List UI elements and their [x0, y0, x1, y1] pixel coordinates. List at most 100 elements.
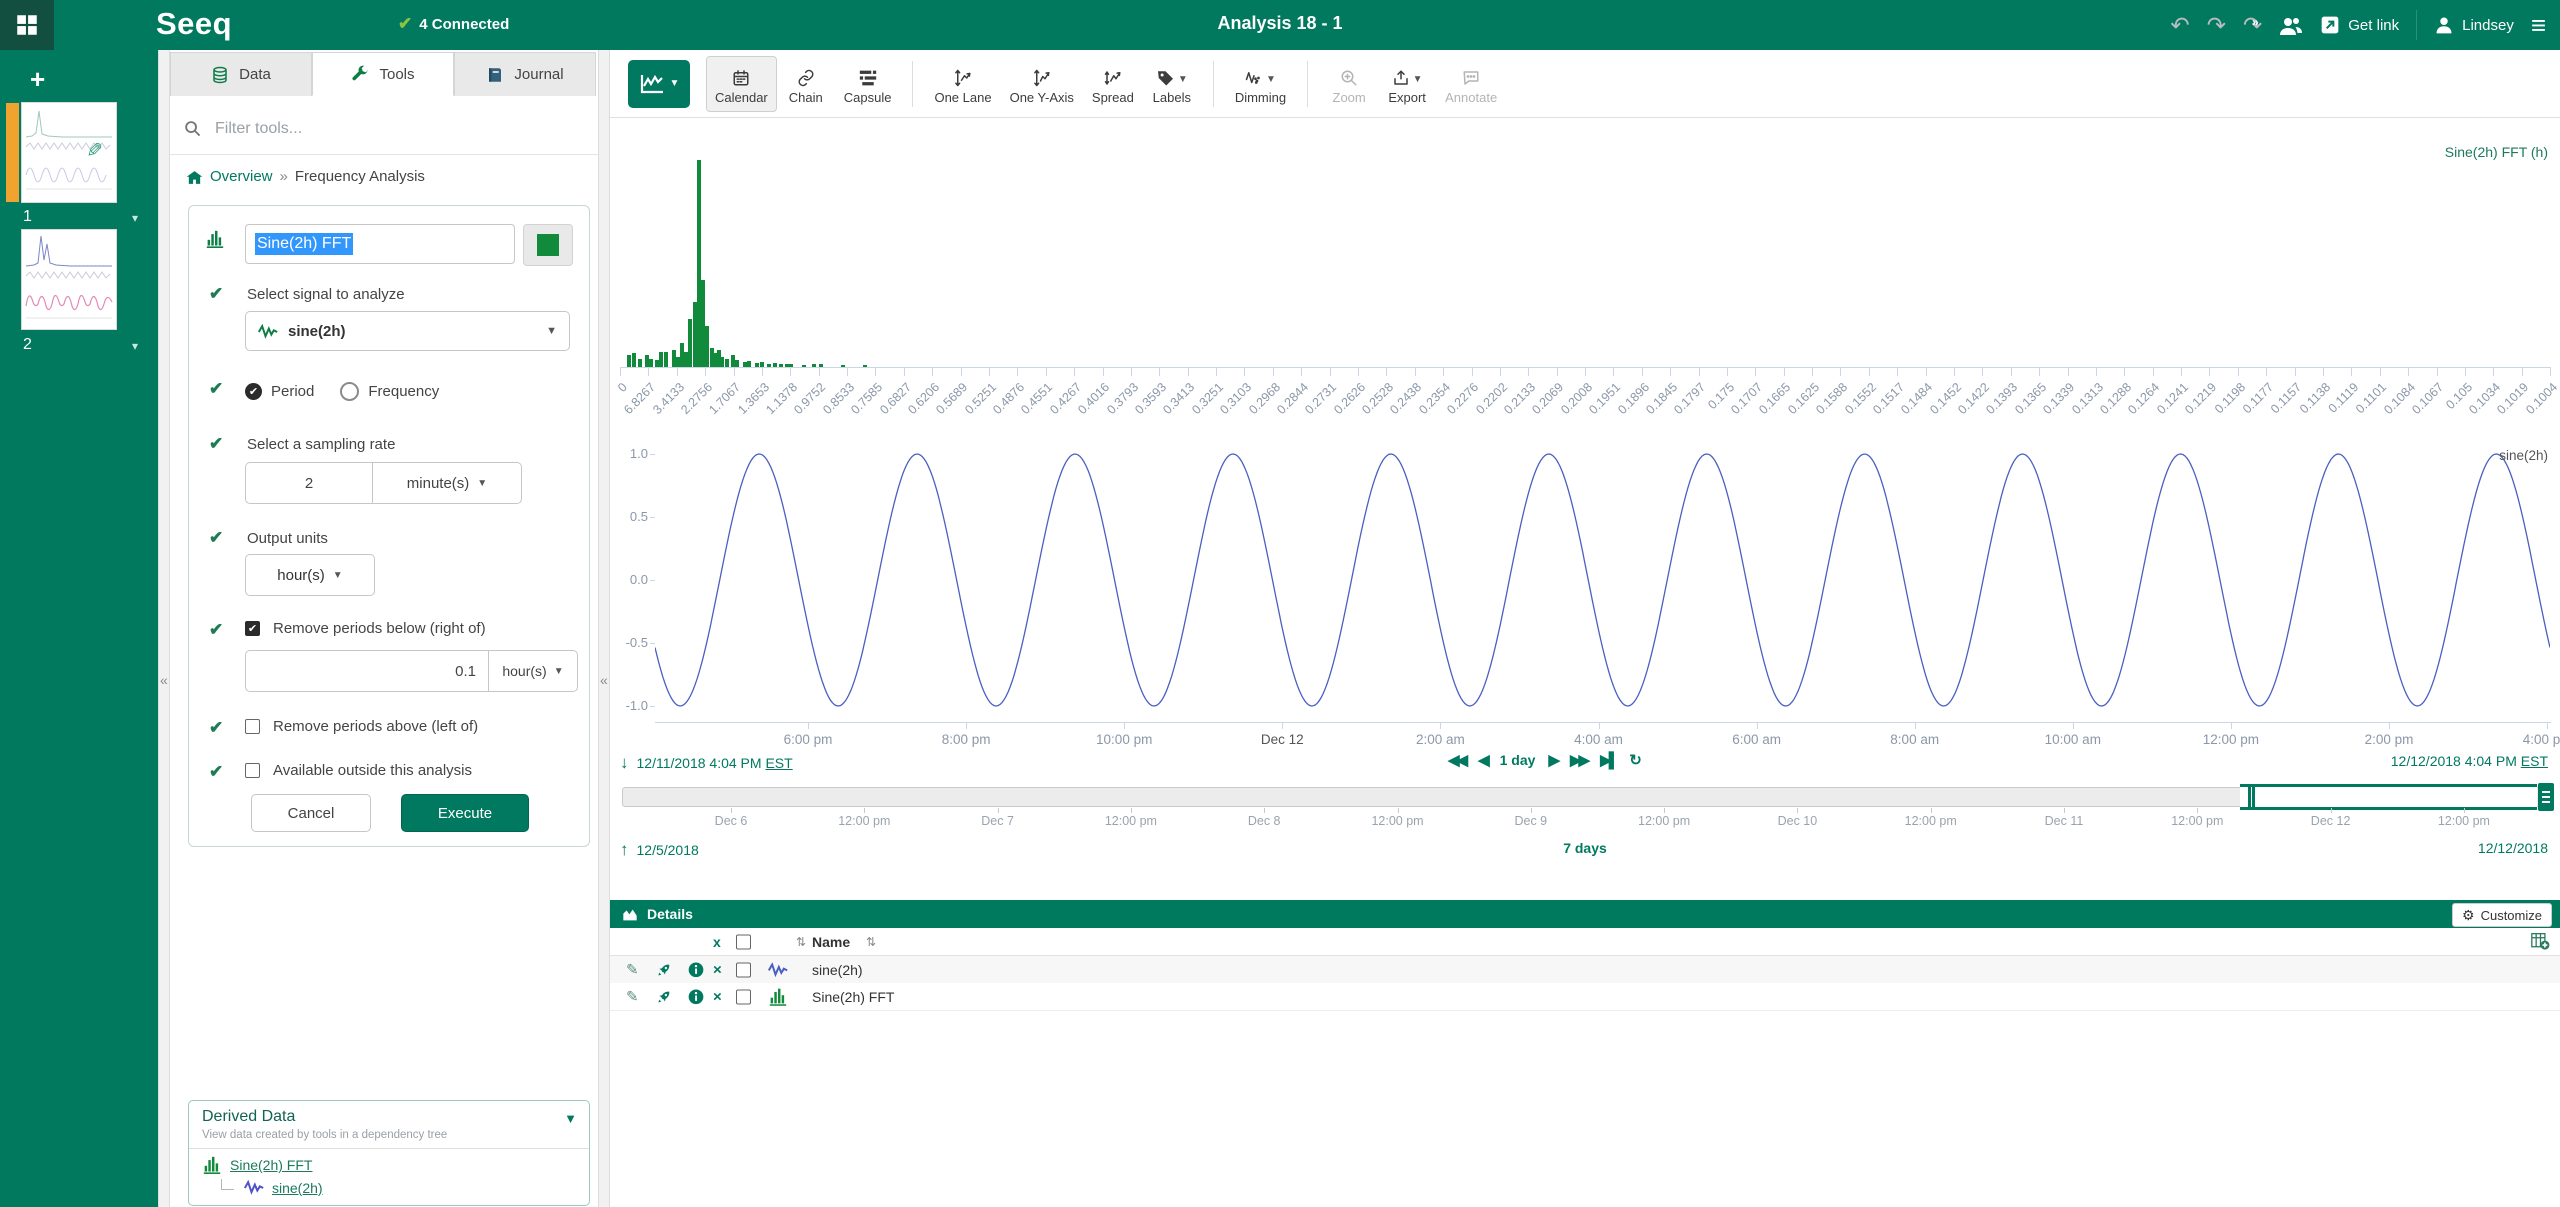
toolbar-export-button[interactable]: ▼ Export [1378, 56, 1436, 112]
remove-below-unit-dropdown[interactable]: hour(s) ▼ [488, 650, 578, 692]
toolbar-spread-button[interactable]: Spread [1083, 56, 1143, 112]
checkbox-unchecked-icon[interactable] [245, 763, 260, 778]
toolbar-labels-button[interactable]: ▼ Labels [1143, 56, 1201, 112]
checkbox-checked-icon[interactable]: ✔ [245, 621, 260, 636]
fft-bar-chart[interactable] [620, 160, 2550, 367]
range-end[interactable]: 12/12/2018 4:04 PM EST [2390, 753, 2548, 769]
checkbox-unchecked-icon[interactable] [245, 719, 260, 734]
step-forward-full-button[interactable]: ▶▶ [1569, 752, 1590, 769]
customize-button[interactable]: ⚙ Customize [2452, 903, 2552, 927]
range-start[interactable]: 12/11/2018 4:04 PM EST [636, 755, 793, 771]
step-back-half-button[interactable]: ◀ [1478, 752, 1489, 769]
derived-item-sine-link[interactable]: sine(2h) [272, 1179, 323, 1196]
edit-pencil-icon[interactable]: ✎ [626, 961, 639, 978]
color-picker-button[interactable] [523, 224, 573, 266]
investigate-end-date[interactable]: 12/12/2018 [2477, 840, 2548, 856]
derived-item-sine[interactable]: sine(2h) [215, 1179, 323, 1196]
toolbar-one-lane-button[interactable]: One Lane [925, 56, 1000, 112]
tab-data[interactable]: Data [170, 52, 312, 96]
frequency-radio[interactable]: Frequency [340, 382, 439, 401]
select-all-checkbox[interactable] [736, 934, 751, 949]
tab-journal[interactable]: Journal [454, 52, 596, 96]
toolbar-one-y-axis-button[interactable]: One Y-Axis [1001, 56, 1083, 112]
range-start-arrow-icon[interactable]: ↓ [620, 753, 629, 772]
available-outside-toggle[interactable]: Available outside this analysis [245, 762, 472, 779]
collapse-left-icon[interactable]: « [160, 672, 168, 688]
edit-pencil-icon[interactable]: ✎ [626, 988, 639, 1005]
sine-x-tick [1282, 723, 1284, 729]
remove-icon[interactable]: × [713, 961, 722, 978]
fft-tick [1897, 368, 1899, 376]
rocket-icon[interactable] [656, 961, 672, 977]
redo-icon[interactable]: ↷ [2206, 11, 2226, 38]
worksheet-thumbnail-2[interactable] [22, 230, 116, 329]
row-checkbox[interactable] [736, 962, 751, 977]
view-mode-button[interactable]: ▼ [628, 59, 690, 108]
worksheet-2-chevron-down-icon[interactable]: ▾ [132, 339, 139, 353]
collapse-tools-gutter[interactable]: « [598, 50, 610, 1207]
table-row[interactable]: ✎ × sine(2h) [610, 956, 2560, 984]
add-column-icon[interactable] [2530, 932, 2550, 950]
worksheet-thumbnail-1[interactable]: ✎ [22, 103, 116, 202]
toolbar-calendar-button[interactable]: Calendar [706, 55, 777, 112]
auto-update-icon[interactable]: ↻ [1629, 752, 1642, 769]
collapse-left-icon[interactable]: « [600, 672, 608, 688]
output-units-dropdown[interactable]: hour(s) ▼ [245, 554, 375, 596]
investigate-start-date[interactable]: 12/5/2018 [636, 842, 699, 858]
sine-series-label[interactable]: sine(2h) [2499, 448, 2548, 463]
tab-tools[interactable]: Tools [312, 52, 454, 96]
remove-above-toggle[interactable]: Remove periods above (left of) [245, 718, 478, 735]
remove-below-input[interactable]: 0.1 [245, 650, 488, 692]
info-icon[interactable] [688, 988, 704, 1004]
row-checkbox[interactable] [736, 989, 751, 1004]
investigate-range-selection[interactable] [2240, 784, 2537, 810]
fft-series-label[interactable]: Sine(2h) FFT (h) [2444, 144, 2548, 160]
sort-icon[interactable]: ⇅ [796, 934, 807, 949]
cancel-button[interactable]: Cancel [251, 794, 371, 832]
execute-button[interactable]: Execute [401, 794, 529, 832]
sort-icon[interactable]: ⇅ [866, 934, 877, 949]
rocket-icon[interactable] [656, 988, 672, 1004]
chevron-down-icon[interactable]: ▼ [564, 1111, 577, 1126]
toolbar-chain-button[interactable]: Chain [777, 56, 835, 112]
breadcrumb-overview-link[interactable]: Overview [210, 168, 273, 186]
fft-tick-label: 0.2438 [1387, 380, 1425, 417]
derived-item-fft[interactable]: Sine(2h) FFT [202, 1156, 313, 1175]
toolbar-capsule-button[interactable]: Capsule [835, 56, 901, 112]
collaborators-icon[interactable] [2279, 14, 2303, 37]
selection-right-handle[interactable] [2538, 783, 2554, 811]
redo-all-icon[interactable]: ↷» [2242, 11, 2263, 38]
toolbar-dimming-button[interactable]: ▼ Dimming [1226, 56, 1295, 112]
step-forward-half-button[interactable]: ▶ [1548, 752, 1559, 769]
sampling-rate-input[interactable]: 2 [245, 462, 372, 504]
home-icon[interactable] [186, 168, 203, 186]
step-back-full-button[interactable]: ◀◀ [1448, 752, 1468, 769]
row-name[interactable]: sine(2h) [812, 961, 863, 978]
name-column-header[interactable]: Name [812, 933, 851, 950]
worksheet-1-chevron-down-icon[interactable]: ▾ [132, 211, 139, 225]
undo-icon[interactable]: ↶ [2170, 11, 2190, 38]
range-duration-button[interactable]: 1 day [1499, 752, 1536, 768]
row-name[interactable]: Sine(2h) FFT [812, 988, 895, 1005]
remove-icon[interactable]: × [713, 988, 722, 1005]
user-menu-button[interactable]: Lindsey [2434, 15, 2514, 35]
edit-worksheet-icon[interactable]: ✎ [82, 141, 105, 158]
selection-left-handle[interactable] [2248, 784, 2255, 810]
investigate-start-arrow-icon[interactable]: ↑ [620, 840, 629, 859]
step-to-now-button[interactable]: ▶▌ [1600, 752, 1619, 769]
result-name-input[interactable]: Sine(2h) FFT [245, 224, 515, 264]
table-row[interactable]: ✎ × Sine(2h) FFT [610, 983, 2560, 1011]
derived-item-fft-link[interactable]: Sine(2h) FFT [230, 1157, 313, 1174]
investigate-duration[interactable]: 7 days [1563, 840, 1607, 856]
period-radio[interactable]: ✔ Period [245, 383, 314, 400]
collapse-worksheets-gutter[interactable]: « [158, 50, 170, 1207]
filter-tools-input[interactable] [213, 119, 557, 139]
remove-below-toggle[interactable]: ✔ Remove periods below (right of) [245, 620, 486, 637]
sampling-unit-dropdown[interactable]: minute(s) ▼ [372, 462, 522, 504]
sine-line-chart[interactable] [654, 440, 2551, 720]
get-link-button[interactable]: Get link [2320, 15, 2399, 35]
info-icon[interactable] [688, 961, 704, 977]
signal-select-dropdown[interactable]: sine(2h) ▼ [245, 311, 570, 351]
hamburger-menu-icon[interactable]: ≡ [2530, 9, 2546, 40]
new-worksheet-button[interactable]: + [30, 64, 46, 94]
